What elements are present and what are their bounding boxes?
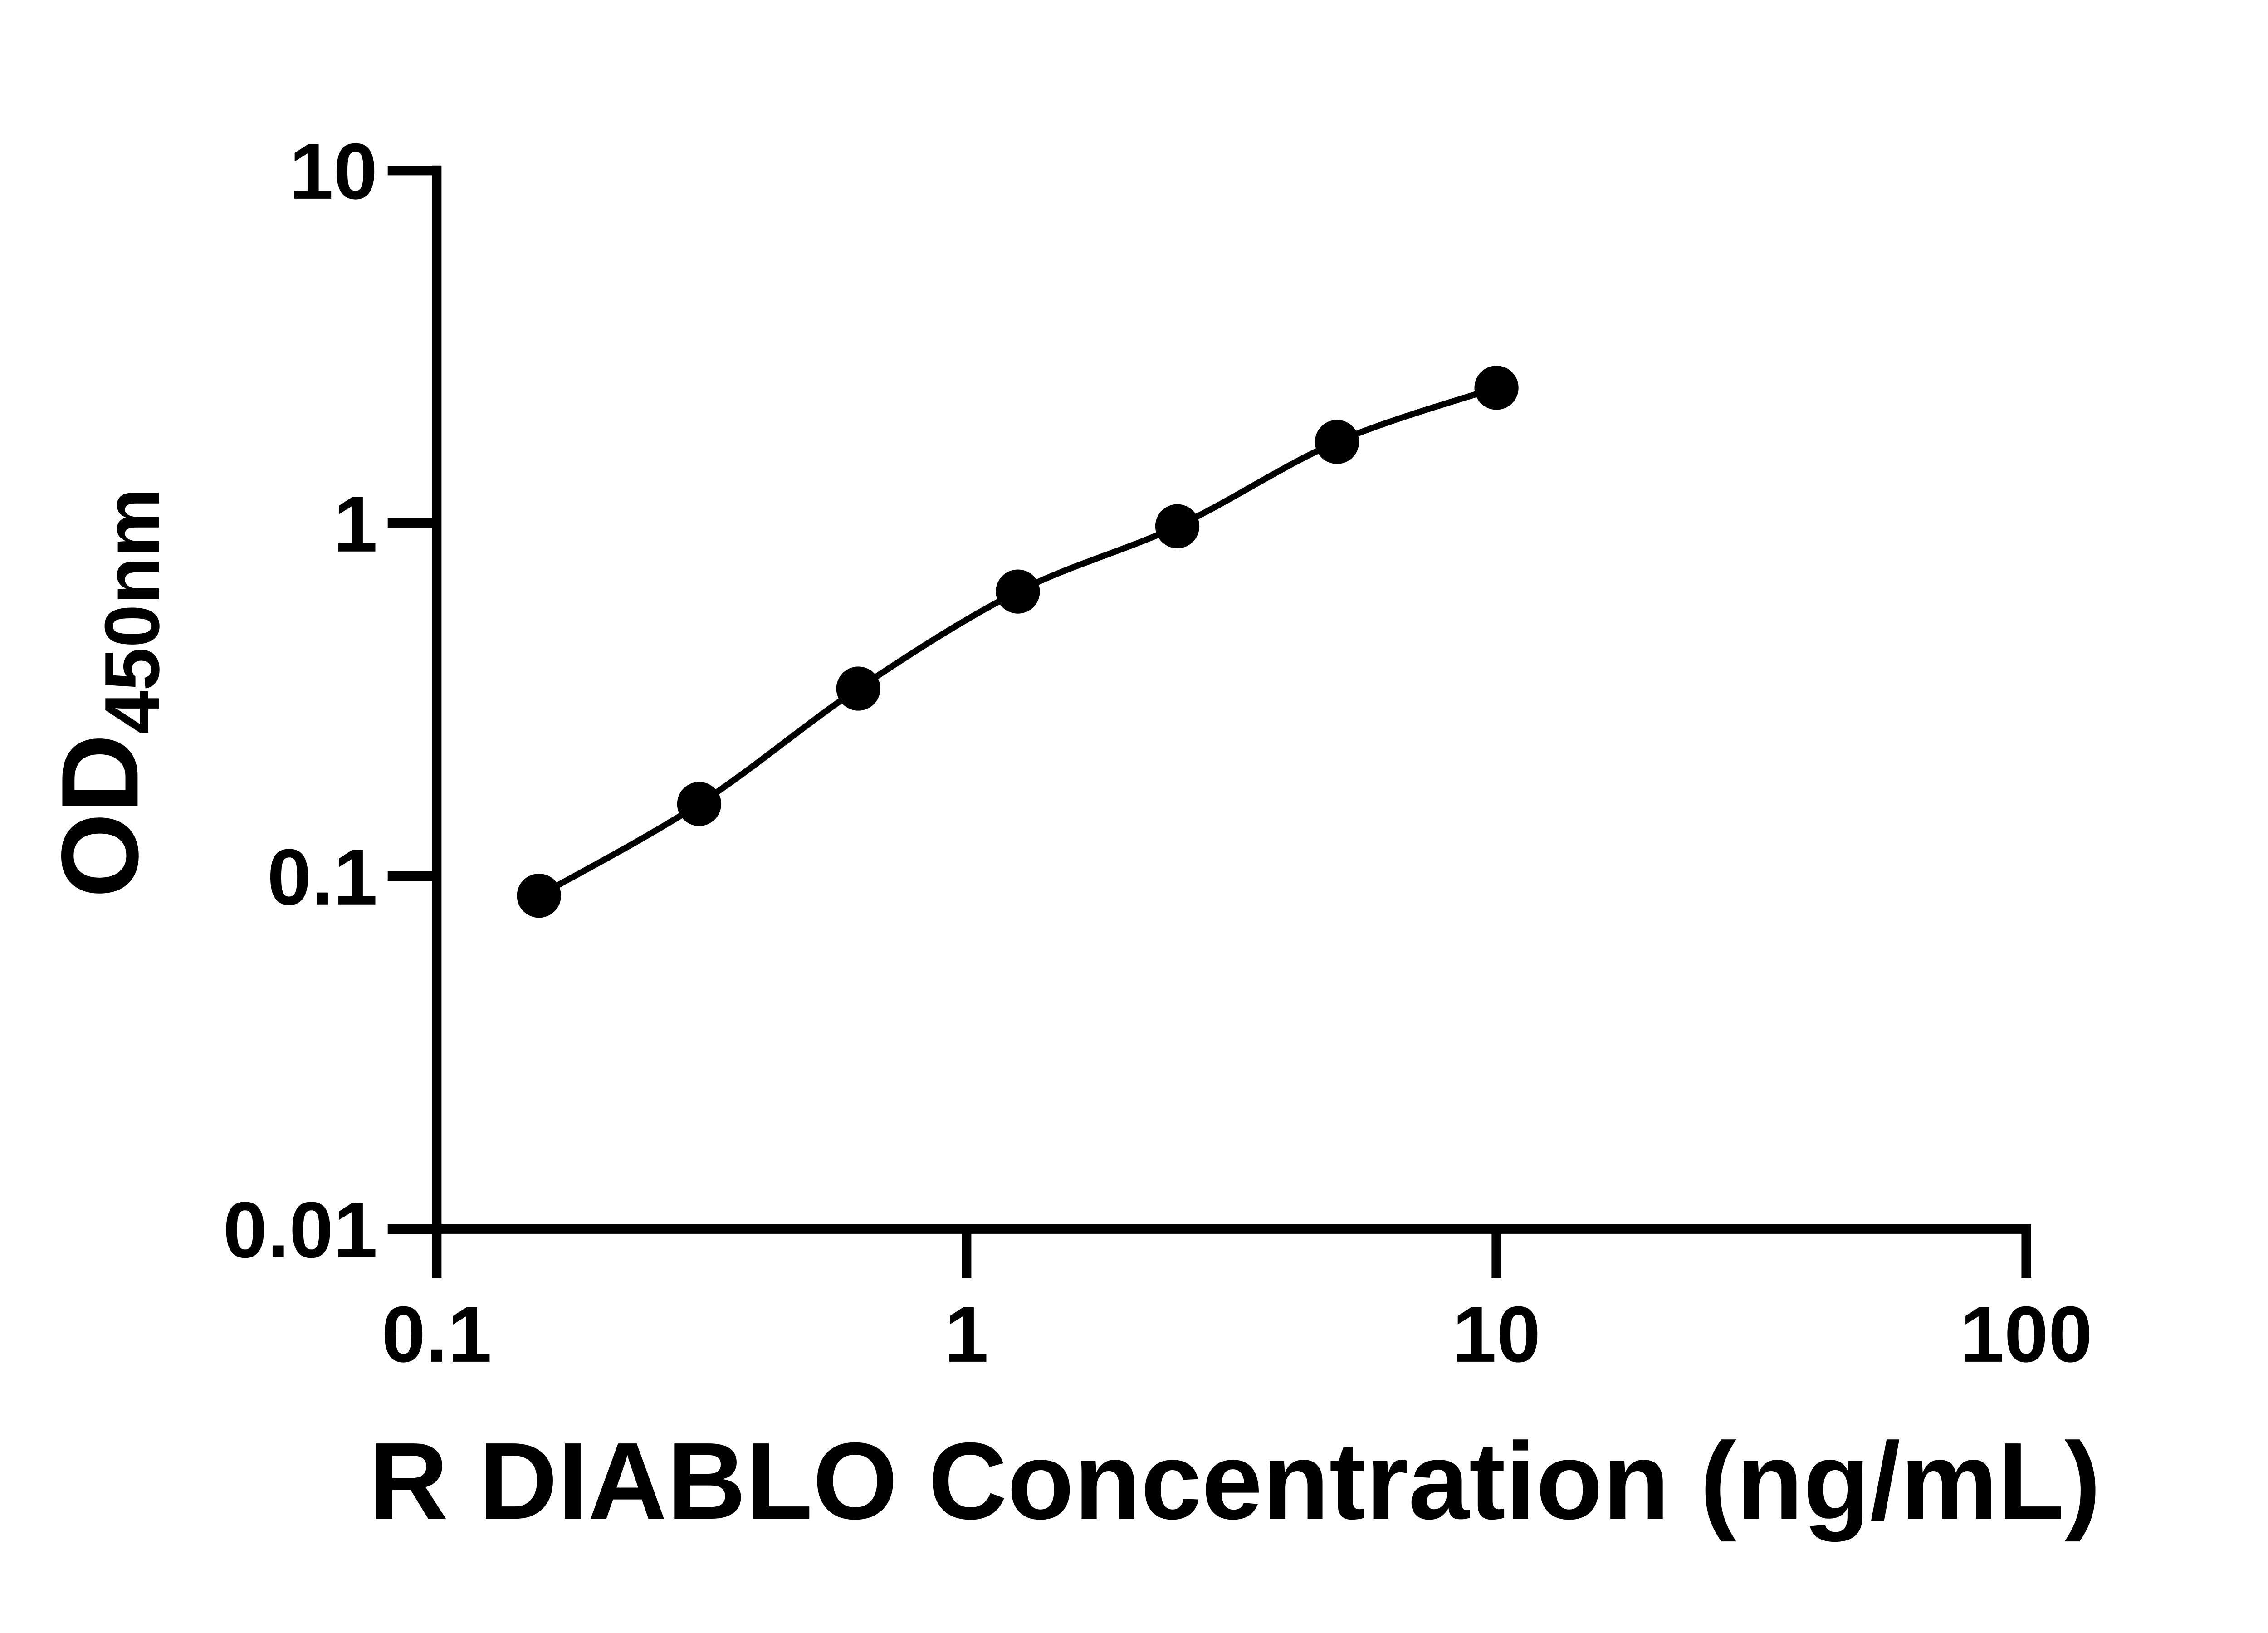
x-tick-label-100: 100 bbox=[1960, 1291, 2092, 1379]
y-tick-label-0.1: 0.1 bbox=[267, 833, 377, 922]
data-point-0 bbox=[517, 874, 561, 918]
y-tick-label-0.01: 0.01 bbox=[223, 1186, 378, 1275]
data-point-2 bbox=[836, 666, 880, 711]
y-axis-title-main: OD bbox=[39, 734, 161, 898]
axis-lines bbox=[387, 165, 2031, 1278]
y-axis-title-subscript: 450nm bbox=[89, 488, 176, 734]
data-point-5 bbox=[1315, 420, 1359, 464]
data-point-3 bbox=[996, 569, 1040, 614]
standard-curve-line bbox=[536, 385, 1500, 899]
y-axis-tick-labels: 10 1 0.1 0.01 bbox=[223, 127, 378, 1275]
data-point-4 bbox=[1155, 504, 1200, 548]
x-tick-label-0.1: 0.1 bbox=[381, 1291, 492, 1379]
data-point-1 bbox=[677, 782, 722, 826]
y-tick-label-1: 1 bbox=[333, 480, 377, 569]
y-tick-label-10: 10 bbox=[289, 127, 378, 216]
y-axis-title: OD450nm bbox=[39, 488, 176, 898]
x-tick-label-1: 1 bbox=[944, 1291, 988, 1379]
data-point-markers bbox=[517, 366, 1519, 918]
data-point-6 bbox=[1474, 366, 1519, 410]
x-axis-title: R DIABLO Concentration (ng/mL) bbox=[369, 1420, 2101, 1542]
x-axis-tick-labels: 0.1 1 10 100 bbox=[381, 1291, 2092, 1379]
x-tick-label-10: 10 bbox=[1452, 1291, 1541, 1379]
series-standard-curve bbox=[517, 366, 1519, 918]
